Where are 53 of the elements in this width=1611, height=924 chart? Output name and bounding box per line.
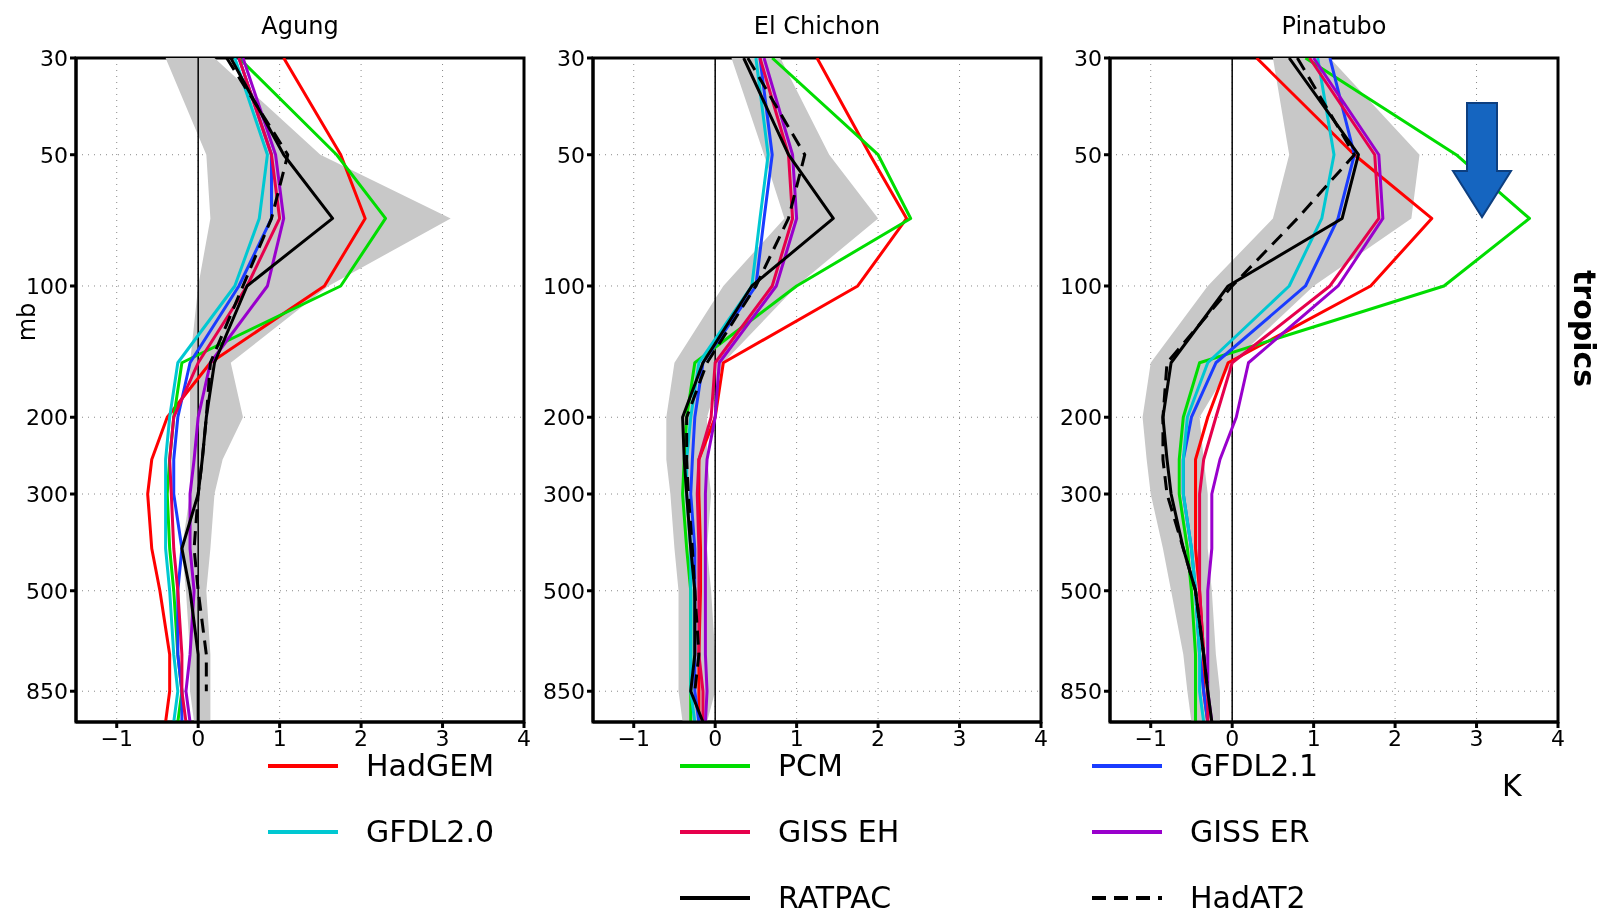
y-tick-label: 30 — [557, 45, 585, 71]
legend-label: GISS ER — [1190, 814, 1310, 849]
x-tick-label: −1 — [100, 725, 133, 751]
y-tick-label: 50 — [557, 142, 585, 168]
legend-label: GISS EH — [778, 814, 900, 849]
y-tick-label: 50 — [40, 142, 68, 168]
y-tick-label: 500 — [26, 578, 68, 604]
x-tick-label: 1 — [789, 725, 804, 751]
x-tick-label: 0 — [1225, 725, 1240, 751]
y-tick-label: 300 — [1060, 481, 1102, 507]
legend-label: HadGEM — [366, 748, 495, 783]
legend-label: HadAT2 — [1190, 880, 1306, 915]
y-tick-label: 300 — [543, 481, 585, 507]
y-tick-label: 100 — [26, 273, 68, 299]
x-tick-label: 3 — [952, 725, 967, 751]
y-tick-label: 50 — [1074, 142, 1102, 168]
x-tick-label: 3 — [435, 725, 450, 751]
x-tick-label: 1 — [1306, 725, 1321, 751]
y-tick-label: 300 — [26, 481, 68, 507]
legend-label: GFDL2.0 — [366, 814, 495, 849]
chart-title: Pinatubo — [1280, 12, 1388, 40]
x-tick-label: 2 — [871, 725, 886, 751]
text: tropics — [1567, 270, 1602, 388]
legend-label: GFDL2.1 — [1190, 748, 1319, 783]
y-tick-label: 850 — [26, 679, 68, 705]
x-tick-label: 1 — [272, 725, 287, 751]
y-tick-label: 850 — [543, 679, 585, 705]
y-tick-label: 500 — [543, 578, 585, 604]
y-axis-title: mb — [13, 302, 42, 342]
x-tick-label: 0 — [708, 725, 723, 751]
y-tick-label: 100 — [543, 273, 585, 299]
y-tick-label: 200 — [1060, 405, 1102, 431]
y-tick-label: 30 — [40, 45, 68, 71]
y-tick-label: 100 — [1060, 273, 1102, 299]
x-tick-label: 3 — [1469, 725, 1484, 751]
x-axis-title: K — [1502, 768, 1522, 803]
x-tick-label: 2 — [354, 725, 369, 751]
chart-title: Agung — [260, 12, 340, 40]
legend-label: PCM — [778, 748, 843, 783]
y-tick-label: 850 — [1060, 679, 1102, 705]
y-tick-label: 200 — [26, 405, 68, 431]
x-tick-label: 0 — [191, 725, 206, 751]
x-tick-label: 4 — [1551, 725, 1565, 751]
y-tick-label: 500 — [1060, 578, 1102, 604]
y-tick-label: 30 — [1074, 45, 1102, 71]
y-tick-label: 200 — [543, 405, 585, 431]
x-tick-label: 4 — [517, 725, 531, 751]
x-tick-label: −1 — [617, 725, 650, 751]
x-tick-label: 4 — [1034, 725, 1048, 751]
legend-label: RATPAC — [778, 880, 892, 915]
x-tick-label: 2 — [1388, 725, 1403, 751]
x-tick-label: −1 — [1134, 725, 1167, 751]
chart-title: El Chichon — [752, 12, 882, 40]
